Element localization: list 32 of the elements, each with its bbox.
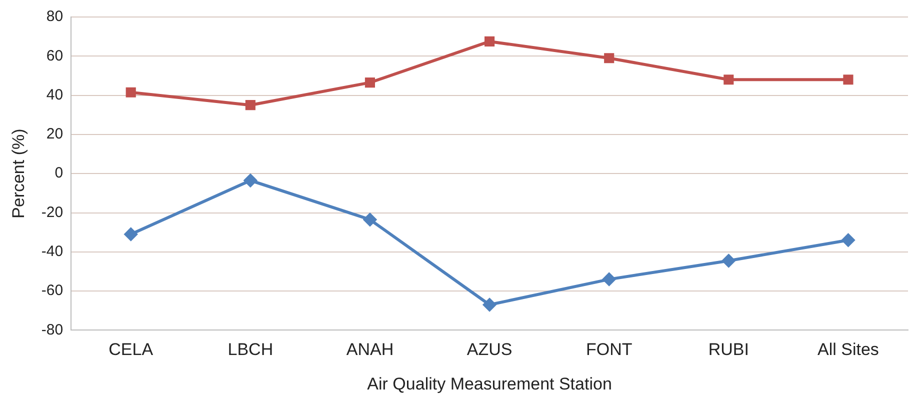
y-tick-label: -60 <box>41 282 64 300</box>
y-tick-label: -40 <box>41 243 64 260</box>
y-tick-label: 20 <box>46 126 64 143</box>
point <box>483 298 496 312</box>
point <box>842 234 855 247</box>
point <box>602 272 616 286</box>
point <box>484 36 495 47</box>
y-tick-label: 0 <box>54 164 64 182</box>
point <box>843 74 854 85</box>
x-tick-label: All Sites <box>818 340 879 360</box>
x-tick-label: AZUS <box>466 340 512 360</box>
point <box>724 74 734 85</box>
x-tick-label: FONT <box>586 340 632 360</box>
point <box>126 87 136 98</box>
y-tick-label: 80 <box>46 8 64 26</box>
x-tick-label: LBCH <box>228 340 274 360</box>
y-axis-title: Percent (%) <box>8 128 28 218</box>
point <box>244 174 257 187</box>
point <box>364 78 376 88</box>
point <box>245 100 256 110</box>
x-axis-title: Air Quality Measurement Station <box>367 374 612 394</box>
point <box>604 53 614 64</box>
point <box>363 213 376 226</box>
y-tick-label: -20 <box>41 204 64 221</box>
point <box>722 254 736 268</box>
y-tick-label: -80 <box>41 321 64 338</box>
y-tick-label: 60 <box>46 47 64 64</box>
y-tick-label: 40 <box>46 86 64 104</box>
x-tick-label: CELA <box>108 340 154 360</box>
x-tick-label: RUBI <box>708 340 749 360</box>
x-tick-label: ANAH <box>346 340 394 360</box>
point <box>124 228 138 241</box>
